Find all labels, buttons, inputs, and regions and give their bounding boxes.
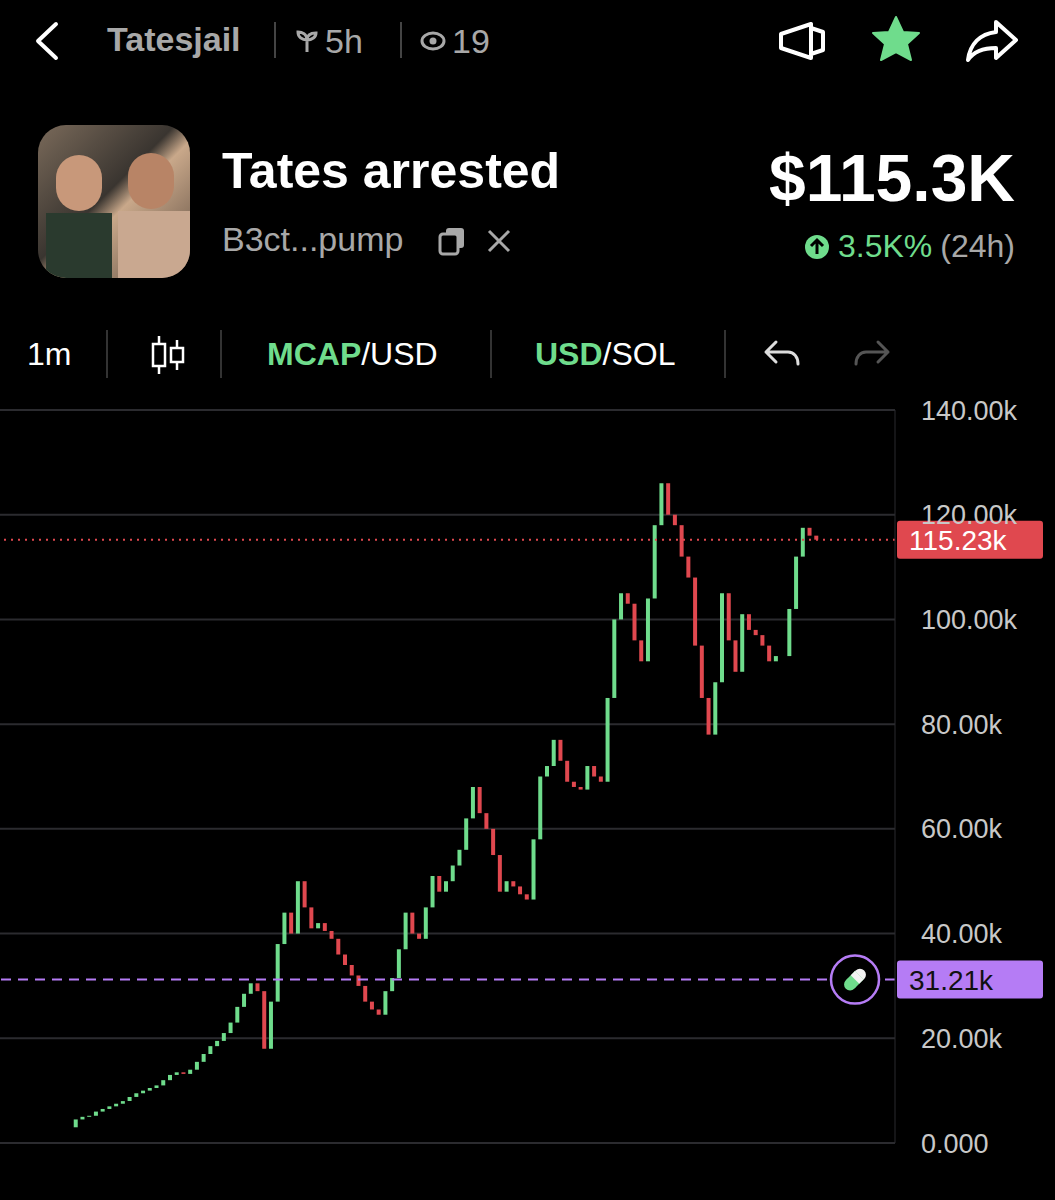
svg-text:20.00k: 20.00k <box>921 1024 1003 1054</box>
html-text:5h: 5h <box>325 22 363 60</box>
svg-text:40.00k: 40.00k <box>921 919 1003 949</box>
svg-text:100.00k: 100.00k <box>921 605 1018 635</box>
html-text:Tatesjail: Tatesjail <box>107 20 241 58</box>
svg-text:115.23k: 115.23k <box>909 524 1007 556</box>
html-text:Tates arrested: Tates arrested <box>222 143 561 199</box>
html-text:B3ct...pump: B3ct...pump <box>222 220 404 258</box>
svg-text:120.00k: 120.00k <box>921 500 1018 530</box>
svg-text:80.00k: 80.00k <box>921 710 1003 740</box>
svg-text:0.000: 0.000 <box>921 1129 989 1159</box>
svg-text:31.21k: 31.21k <box>909 965 994 996</box>
svg-text:140.00k: 140.00k <box>921 396 1018 426</box>
html-text:USD /SOL: USD /SOL <box>535 336 676 372</box>
html-text:$115.3K: $115.3K <box>769 141 1015 215</box>
svg-text:60.00k: 60.00k <box>921 814 1003 844</box>
html-text:MCAP /USD: MCAP /USD <box>267 336 438 372</box>
html-text:1m: 1m <box>27 336 72 372</box>
html-text:3.5K% (24h): 3.5K% (24h) <box>838 228 1015 264</box>
html-text:19: 19 <box>452 22 490 60</box>
